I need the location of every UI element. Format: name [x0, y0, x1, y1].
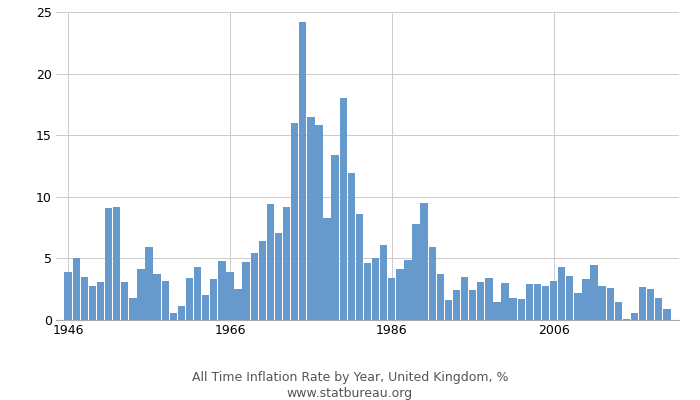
Bar	[356, 214, 363, 320]
Bar	[590, 264, 598, 320]
Bar	[615, 302, 622, 320]
Bar	[421, 203, 428, 320]
Bar	[130, 298, 136, 320]
Bar	[113, 207, 120, 320]
Bar	[582, 279, 589, 320]
Bar	[267, 204, 274, 320]
Bar	[639, 287, 646, 320]
Bar	[485, 278, 493, 320]
Bar	[178, 306, 185, 320]
Bar	[291, 123, 298, 320]
Text: www.statbureau.org: www.statbureau.org	[287, 388, 413, 400]
Bar	[598, 286, 606, 320]
Bar	[396, 270, 403, 320]
Bar	[655, 298, 662, 320]
Bar	[558, 267, 566, 320]
Bar	[332, 155, 339, 320]
Bar	[517, 299, 525, 320]
Bar	[307, 117, 314, 320]
Bar	[73, 258, 80, 320]
Bar	[494, 302, 500, 320]
Bar	[412, 224, 420, 320]
Bar	[146, 247, 153, 320]
Bar	[186, 278, 193, 320]
Bar	[437, 274, 444, 320]
Bar	[251, 254, 258, 320]
Bar	[526, 284, 533, 320]
Bar	[162, 280, 169, 320]
Bar	[647, 289, 655, 320]
Bar	[169, 313, 177, 320]
Bar	[218, 261, 225, 320]
Bar	[194, 267, 201, 320]
Bar	[283, 207, 290, 320]
Bar	[444, 300, 452, 320]
Bar	[461, 277, 468, 320]
Bar	[623, 319, 630, 320]
Bar	[534, 284, 541, 320]
Bar	[574, 293, 582, 320]
Bar	[323, 218, 330, 320]
Bar	[510, 298, 517, 320]
Bar	[388, 278, 395, 320]
Bar	[631, 313, 638, 320]
Bar	[501, 283, 509, 320]
Bar	[364, 263, 371, 320]
Bar	[242, 262, 250, 320]
Bar	[97, 282, 104, 320]
Bar	[663, 309, 671, 320]
Bar	[566, 276, 573, 320]
Bar	[348, 173, 355, 320]
Bar	[469, 290, 476, 320]
Bar	[89, 286, 96, 320]
Bar	[153, 274, 161, 320]
Text: All Time Inflation Rate by Year, United Kingdom, %: All Time Inflation Rate by Year, United …	[192, 372, 508, 384]
Bar	[372, 258, 379, 320]
Bar	[64, 272, 72, 320]
Bar	[210, 279, 218, 320]
Bar	[234, 289, 241, 320]
Bar	[542, 286, 549, 320]
Bar	[275, 232, 282, 320]
Bar	[226, 272, 234, 320]
Bar	[259, 241, 266, 320]
Bar	[428, 247, 436, 320]
Bar	[202, 295, 209, 320]
Bar	[299, 22, 307, 320]
Bar	[315, 125, 323, 320]
Bar	[137, 270, 145, 320]
Bar	[380, 245, 387, 320]
Bar	[550, 280, 557, 320]
Bar	[340, 98, 347, 320]
Bar	[405, 260, 412, 320]
Bar	[80, 277, 88, 320]
Bar	[121, 282, 128, 320]
Bar	[453, 290, 460, 320]
Bar	[607, 288, 614, 320]
Bar	[477, 282, 484, 320]
Bar	[105, 208, 112, 320]
